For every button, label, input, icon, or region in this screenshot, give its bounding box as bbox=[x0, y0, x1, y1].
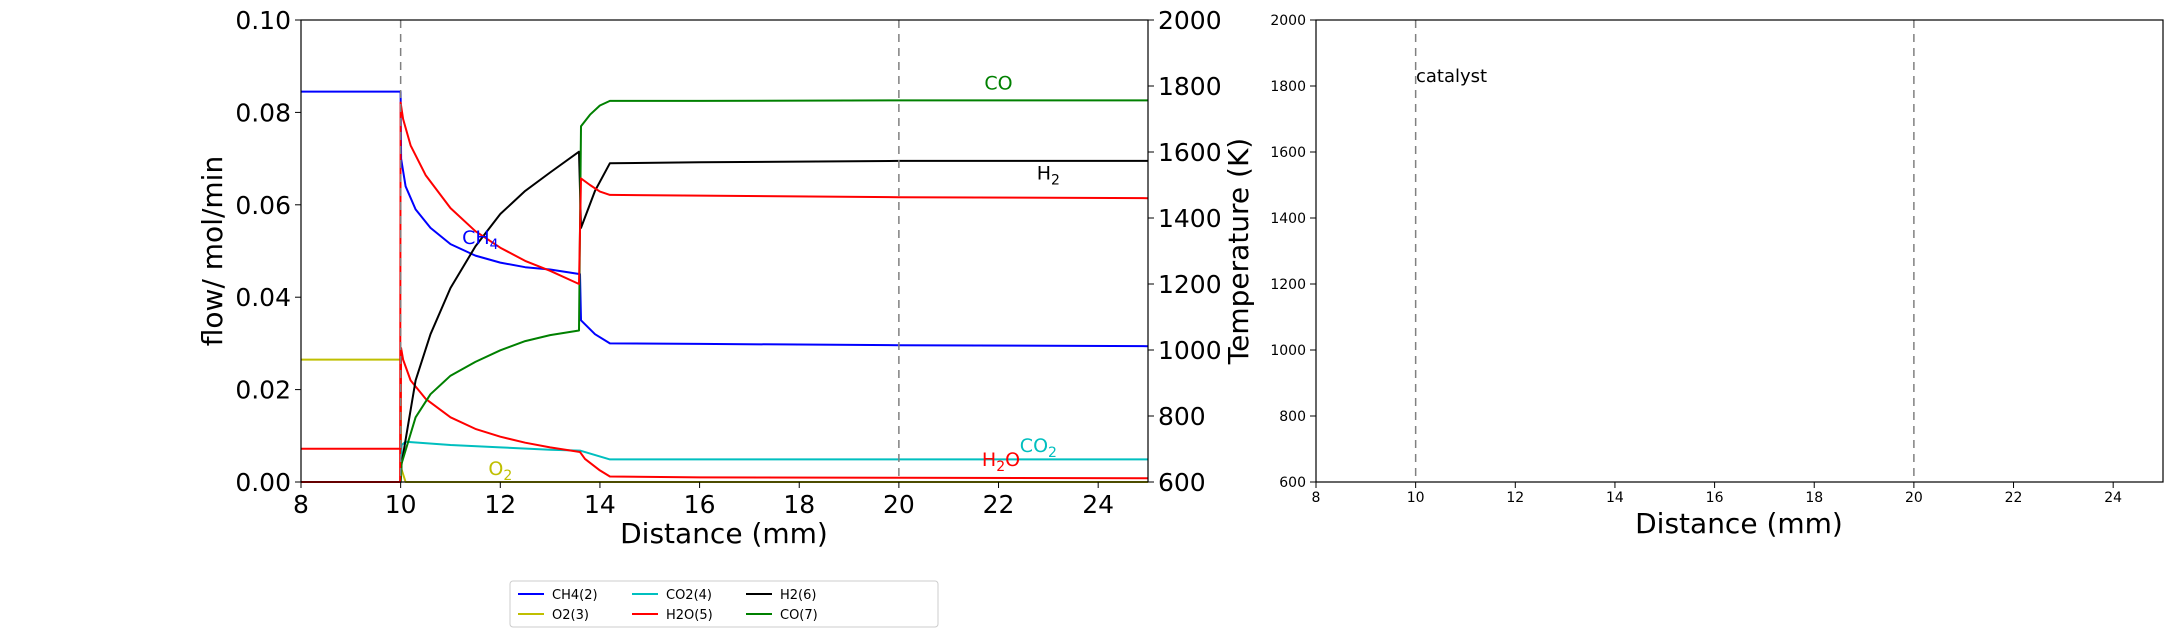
species-label: H2O bbox=[982, 449, 1020, 475]
y-tick-label: 0.00 bbox=[235, 468, 291, 497]
x-tick-label: 24 bbox=[2104, 490, 2122, 506]
right-x-axis-label: Distance (mm) bbox=[1635, 507, 1843, 540]
x-tick-label: 8 bbox=[1312, 490, 1321, 506]
y2-tick-label: 1800 bbox=[1158, 72, 1222, 101]
x-tick-label: 16 bbox=[684, 490, 716, 519]
left-y2-axis-label: Temperature (K) bbox=[1222, 138, 1255, 365]
legend-box bbox=[509, 580, 939, 628]
legend-label: CO(7) bbox=[780, 608, 818, 623]
y-tick-label: 1400 bbox=[1270, 211, 1306, 227]
y2-tick-label: 1200 bbox=[1158, 270, 1222, 299]
species-label: CH4 bbox=[462, 227, 499, 253]
legend-label: O2(3) bbox=[552, 608, 589, 623]
series-line-h2-6 bbox=[301, 150, 1148, 483]
right-y-ticks: 600 800 1000 1200 1400 1600 1800 2000 bbox=[1270, 13, 1316, 491]
species-label: O2 bbox=[488, 458, 512, 484]
catalyst-annotation: catalyst bbox=[1416, 66, 1487, 87]
species-label: H2 bbox=[1037, 162, 1060, 188]
x-tick-label: 16 bbox=[1706, 490, 1724, 506]
series-line-co2-4 bbox=[301, 440, 1148, 483]
y2-tick-label: 1600 bbox=[1158, 138, 1222, 167]
left-chart: 8 10 12 14 16 18 20 22 24 0.000.020.040.060.080.… bbox=[196, 6, 1255, 550]
y-tick-label: 0.06 bbox=[235, 191, 291, 220]
left-series-lines bbox=[301, 90, 1149, 483]
legend-label: H2O(5) bbox=[666, 608, 713, 623]
legend-label: CO2(4) bbox=[666, 588, 712, 603]
y-tick-label: 2000 bbox=[1270, 13, 1306, 29]
x-tick-label: 14 bbox=[1606, 490, 1624, 506]
left-plot-frame bbox=[300, 19, 1149, 483]
legend-label: CH4(2) bbox=[552, 588, 598, 603]
x-tick-label: 12 bbox=[484, 490, 516, 519]
y-tick-label: 800 bbox=[1279, 409, 1306, 425]
y-tick-label: 1000 bbox=[1270, 343, 1306, 359]
x-tick-label: 10 bbox=[1407, 490, 1425, 506]
left-catalyst-boundary-lines bbox=[399, 20, 900, 482]
x-tick-label: 18 bbox=[783, 490, 815, 519]
y-tick-label: 0.10 bbox=[235, 6, 291, 35]
x-tick-label: 24 bbox=[1082, 490, 1114, 519]
left-y-axis-label: flow/ mol/min bbox=[196, 156, 229, 346]
y-tick-label: 0.02 bbox=[235, 376, 291, 405]
y-tick-label: 1200 bbox=[1270, 277, 1306, 293]
right-catalyst-boundary-lines bbox=[1414, 20, 1915, 482]
x-tick-label: 18 bbox=[1805, 490, 1823, 506]
y-tick-label: 0.04 bbox=[235, 283, 291, 312]
x-tick-label: 22 bbox=[983, 490, 1015, 519]
left-x-ticks: 8 10 12 14 16 18 20 22 24 bbox=[293, 482, 1114, 519]
y2-tick-label: 2000 bbox=[1158, 6, 1222, 35]
series-line-temperature bbox=[301, 101, 1149, 483]
series-line-o2-3 bbox=[301, 358, 1148, 483]
species-label: CO bbox=[984, 72, 1012, 94]
left-y2-ticks: 600 800 1000 1200 1400 1600 1800 2000 bbox=[1148, 6, 1222, 497]
x-tick-label: 8 bbox=[293, 490, 309, 519]
series-line-co-7 bbox=[301, 99, 1148, 483]
y2-tick-label: 800 bbox=[1158, 402, 1206, 431]
x-tick-label: 20 bbox=[1905, 490, 1923, 506]
y-tick-label: 0.08 bbox=[235, 98, 291, 127]
left-x-axis-label: Distance (mm) bbox=[620, 517, 828, 550]
y2-tick-label: 1000 bbox=[1158, 336, 1222, 365]
right-x-ticks: 8 10 12 14 16 18 20 22 24 bbox=[1312, 482, 2122, 506]
y-tick-label: 1800 bbox=[1270, 79, 1306, 95]
y-tick-label: 1600 bbox=[1270, 145, 1306, 161]
series-line-ch4-2 bbox=[301, 90, 1149, 348]
legend: CH4(2) O2(3) CO2(4) H2O(5) H2(6) CO(7) bbox=[509, 580, 939, 628]
left-y-ticks: 0.00 0.02 0.04 0.06 0.08 0.10 bbox=[235, 6, 301, 497]
x-tick-label: 12 bbox=[1506, 490, 1524, 506]
x-tick-label: 14 bbox=[584, 490, 616, 519]
y-tick-label: 600 bbox=[1279, 475, 1306, 491]
x-tick-label: 10 bbox=[385, 490, 417, 519]
right-plot-frame bbox=[1315, 19, 2164, 483]
species-label: CO2 bbox=[1020, 435, 1057, 461]
right-chart: 8 10 12 14 16 18 20 22 24 600 800 1000 1200 1400 1600… bbox=[1270, 13, 2164, 540]
y2-tick-label: 600 bbox=[1158, 468, 1206, 497]
series-line-h2o-5 bbox=[301, 347, 1149, 480]
y2-tick-label: 1400 bbox=[1158, 204, 1222, 233]
x-tick-label: 20 bbox=[883, 490, 915, 519]
x-tick-label: 22 bbox=[2005, 490, 2023, 506]
legend-label: H2(6) bbox=[780, 588, 816, 603]
legend-items: CH4(2) O2(3) CO2(4) H2O(5) H2(6) CO(7) bbox=[518, 588, 818, 623]
